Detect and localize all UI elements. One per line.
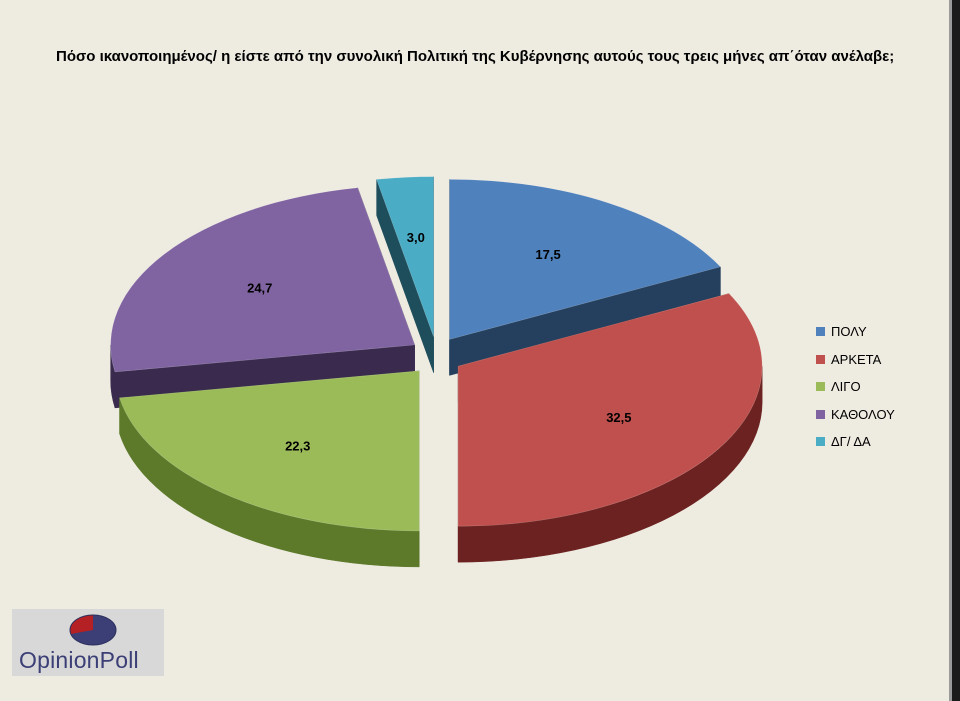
legend-swatch	[816, 354, 825, 364]
legend-label: ΛΙΓΟ	[831, 379, 861, 395]
slice-λιγο	[119, 370, 420, 532]
logo-mark-icon	[69, 614, 117, 646]
legend-swatch	[816, 382, 825, 392]
legend-item-πολυ: ΠΟΛΥ	[816, 318, 895, 346]
slice-καθολου	[110, 187, 416, 373]
slice-value-label: 17,5	[535, 247, 560, 262]
chart-legend: ΠΟΛΥ ΑΡΚΕΤΑ ΛΙΓΟ ΚΑΘΟΛΟΥ ΔΓ/ ΔΑ	[816, 318, 895, 456]
legend-item-αρκετα: ΑΡΚΕΤΑ	[816, 346, 895, 374]
legend-swatch	[816, 327, 825, 337]
window-frame-edge	[949, 0, 952, 701]
slice-αρκετα	[457, 293, 763, 527]
legend-swatch	[816, 409, 825, 419]
legend-label: ΠΟΛΥ	[831, 324, 867, 340]
slice-value-label: 32,5	[606, 410, 631, 425]
slice-value-label: 24,7	[247, 280, 272, 295]
chart-title: Πόσο ικανοποιημένος/ η είστε από την συν…	[56, 48, 895, 65]
legend-item-καθολου: ΚΑΘΟΛΟΥ	[816, 401, 895, 429]
legend-label: ΔΓ/ ΔΑ	[831, 434, 871, 450]
legend-label: ΑΡΚΕΤΑ	[831, 351, 882, 367]
legend-item-λιγο: ΛΙΓΟ	[816, 373, 895, 401]
window-frame	[952, 0, 960, 701]
slice-δγ-δα	[376, 176, 434, 337]
slice-value-label: 3,0	[407, 230, 425, 245]
legend-swatch	[816, 437, 825, 447]
slice-value-label: 22,3	[285, 439, 310, 454]
legend-item-δγ-δα: ΔΓ/ ΔΑ	[816, 428, 895, 456]
slice-πολυ	[449, 179, 722, 340]
opinionpoll-logo: OpinionPoll	[12, 609, 164, 676]
legend-label: ΚΑΘΟΛΟΥ	[831, 406, 895, 422]
logo-text: OpinionPoll	[19, 647, 139, 673]
